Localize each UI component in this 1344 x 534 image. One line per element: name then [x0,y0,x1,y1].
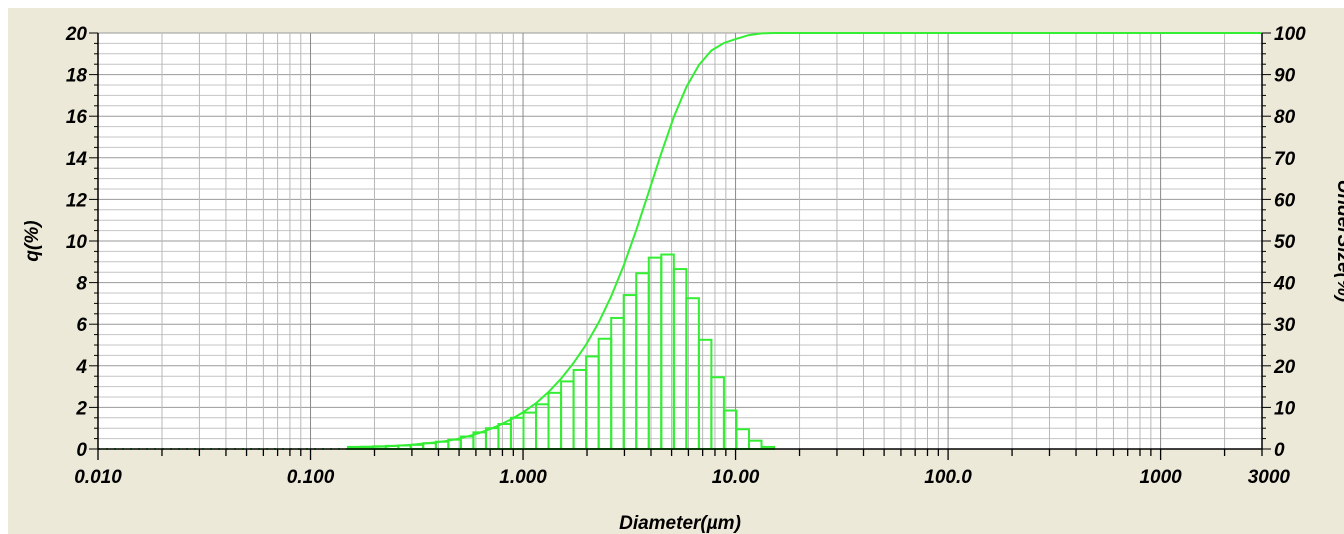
y-tick-label: 16 [66,107,88,128]
y-tick-label: 12 [66,190,88,211]
y-tick-label: 8 [76,274,87,295]
x-axis-title: Diameter(µm) [619,513,741,534]
y-tick-label: 10 [66,232,88,253]
tick-labels: 0246810121416182001020304050607080901000… [65,24,1306,488]
y-tick-label: 20 [65,24,88,45]
y2-tick-label: 50 [1274,232,1296,253]
y-tick-label: 14 [66,149,88,170]
y2-tick-label: 20 [1273,357,1296,378]
grid [97,32,1263,450]
y-tick-label: 4 [75,357,87,378]
y-tick-label: 6 [76,315,87,336]
y2-axis-title: UnderSize(%) [1333,180,1344,302]
y2-tick-label: 10 [1274,398,1296,419]
y-tick-label: 2 [75,398,87,419]
y-axis-title: q(%) [22,220,43,261]
x-tick-label: 100.0 [924,467,972,488]
undersize-curve [347,32,1262,449]
y2-tick-label: 40 [1273,274,1296,295]
y-tick-label: 0 [76,440,87,461]
y2-tick-label: 70 [1274,149,1296,170]
axes [89,32,1271,460]
x-tick-label: 0.100 [287,467,335,488]
y2-tick-label: 90 [1274,66,1296,87]
y2-tick-label: 30 [1274,315,1296,336]
particle-size-chart: 0246810121416182001020304050607080901000… [22,24,1344,534]
y2-tick-label: 80 [1274,107,1296,128]
chart-panel: 0 2 4 6 8 10 12 14 16 18 20 0 10 20 30 40 50 60 70 80 90 100 0… [8,8,1344,534]
y2-tick-label: 60 [1274,190,1296,211]
x-tick-label: 3000 [1248,467,1291,488]
x-tick-label: 1000 [1139,467,1182,488]
y2-tick-label: 100 [1274,24,1306,45]
x-tick-label: 1.000 [499,467,547,488]
x-tick-label: 10.00 [712,467,760,488]
y-tick-label: 18 [66,66,88,87]
x-tick-label: 0.010 [74,467,122,488]
y2-tick-label: 0 [1274,440,1285,461]
